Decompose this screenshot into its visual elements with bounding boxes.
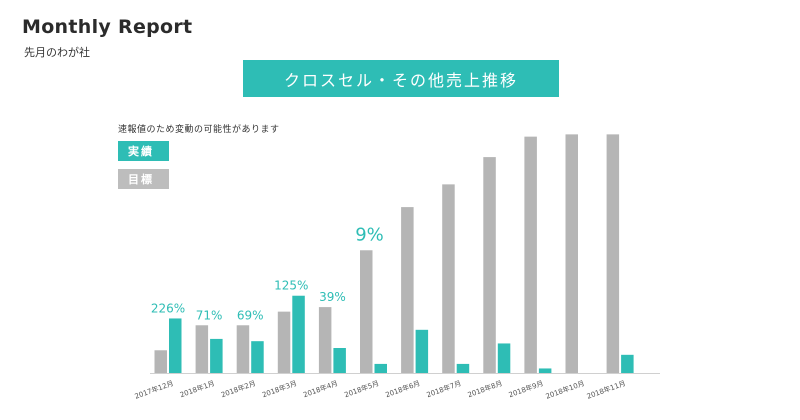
data-label: 9%: [355, 224, 384, 245]
bar-target: [154, 350, 167, 373]
bar-target: [236, 325, 250, 373]
bar-actual: [210, 338, 223, 373]
x-tick-label: 2018年6月: [384, 378, 421, 399]
x-tick-label: 2018年8月: [466, 378, 503, 399]
data-label: 125%: [274, 279, 308, 293]
bar-target: [524, 136, 537, 373]
bar-target: [360, 250, 373, 373]
chart-title-banner: クロスセル・その他売上推移: [243, 60, 559, 97]
legend-target: 目標: [118, 169, 169, 189]
data-label: 39%: [319, 290, 346, 304]
data-label: 226%: [151, 301, 185, 315]
bar-target: [277, 311, 291, 373]
bar-actual: [456, 363, 470, 373]
x-tick-label: 2018年11月: [585, 378, 626, 400]
bar-actual: [538, 368, 552, 373]
bar-target: [195, 325, 209, 373]
bar-target: [318, 307, 332, 373]
bar-actual: [621, 354, 634, 373]
preliminary-note: 速報値のため変動の可能性があります: [118, 125, 280, 135]
page-subtitle: 先月のわが社: [24, 46, 90, 59]
legend-actual: 実績: [118, 141, 169, 161]
x-tick-label: 2018年4月: [302, 378, 339, 399]
x-tick-label: 2018年1月: [179, 378, 216, 399]
bar-target: [606, 134, 620, 373]
x-tick-label: 2018年10月: [544, 378, 585, 400]
bar-actual: [169, 318, 182, 373]
bar-actual: [497, 343, 511, 373]
data-label: 71%: [196, 308, 223, 322]
bar-actual: [415, 329, 429, 373]
bar-target: [401, 207, 414, 373]
x-tick-label: 2017年12月: [133, 378, 174, 400]
data-label: 69%: [237, 308, 264, 322]
bar-actual: [333, 348, 346, 373]
x-tick-label: 2018年3月: [261, 378, 298, 399]
bar-actual: [251, 341, 264, 373]
bar-target: [565, 134, 578, 373]
x-tick-label: 2018年2月: [220, 378, 257, 399]
bar-target: [442, 184, 455, 373]
x-tick-label: 2018年7月: [425, 378, 462, 399]
bar-actual: [292, 295, 305, 373]
page-title: Monthly Report: [22, 16, 193, 38]
x-tick-label: 2018年9月: [507, 378, 544, 399]
bar-target: [483, 157, 496, 373]
bar-actual: [374, 363, 387, 373]
x-tick-label: 2018年5月: [343, 378, 380, 399]
